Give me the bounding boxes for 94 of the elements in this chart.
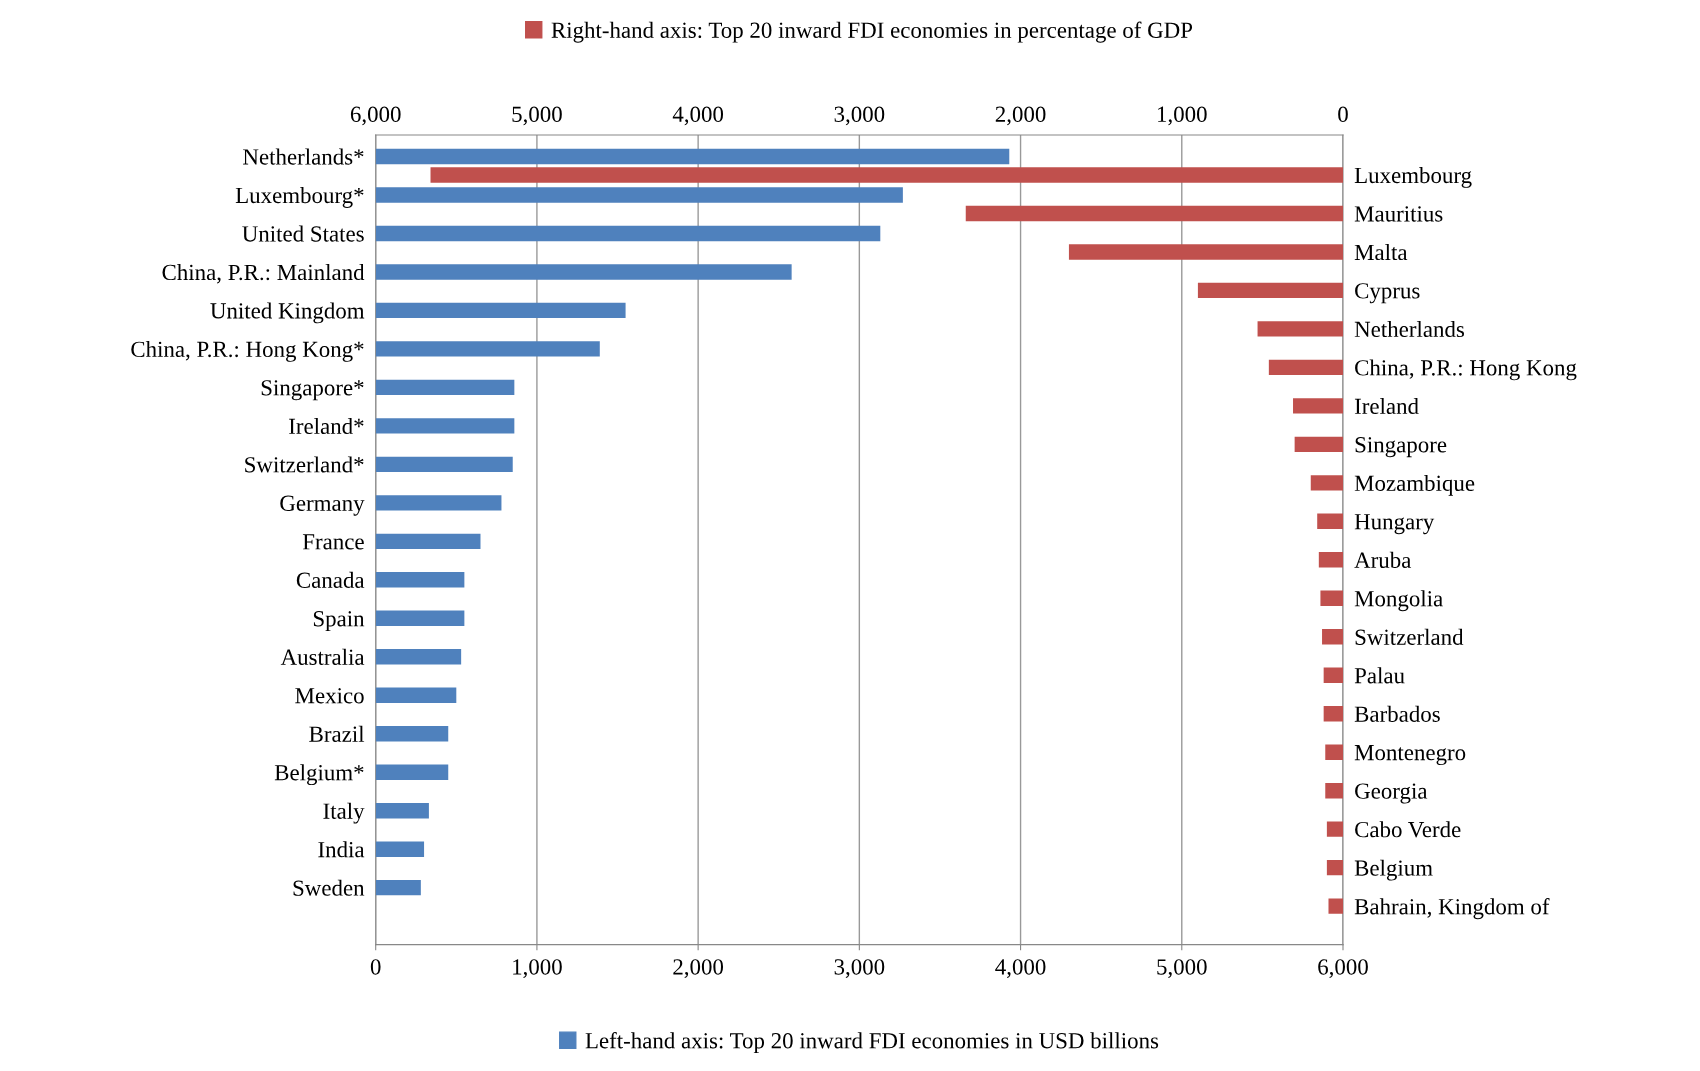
y-tick-label: Belgium*	[274, 764, 364, 786]
y-tick-label: Netherlands*	[243, 148, 364, 165]
bar	[1317, 513, 1343, 530]
bar	[375, 418, 515, 434]
y-tick-label: Mongolia	[1354, 590, 1443, 612]
bar	[1325, 744, 1343, 760]
bar	[1325, 782, 1343, 799]
bar	[375, 264, 792, 280]
x-tick-label: 0	[370, 959, 381, 975]
x-tick-label: 6,000	[1318, 959, 1368, 978]
bar	[375, 302, 626, 319]
y-tick-label: Singapore	[1355, 437, 1447, 458]
bar	[1323, 706, 1343, 722]
bar	[375, 379, 515, 396]
bar	[1320, 590, 1343, 606]
bar	[1257, 321, 1343, 337]
x-tick-label: 5,000	[1157, 959, 1207, 978]
y-tick-label: Brazil	[309, 725, 365, 742]
x-tick-label: 2,000	[995, 106, 1046, 126]
bar	[1318, 552, 1343, 568]
y-tick-label: Belgium	[1354, 859, 1433, 881]
legend-label: Left-hand axis: Top 20 inward FDI economies in USD billions	[585, 1032, 1159, 1054]
y-tick-label: Montenegro	[1354, 745, 1466, 766]
bar	[375, 803, 429, 819]
y-tick-label: Germany	[280, 495, 365, 516]
y-tick-label: Sweden	[293, 879, 365, 896]
x-tick-label: 2,000	[673, 959, 724, 978]
bar	[1268, 359, 1343, 376]
y-tick-label: Canada	[296, 571, 365, 588]
y-tick-label: China, P.R.: Hong Kong*	[131, 340, 364, 362]
y-tick-label: Cabo Verde	[1355, 821, 1461, 838]
bar	[375, 610, 465, 626]
bar	[1322, 629, 1343, 645]
bar	[375, 726, 449, 742]
bar	[375, 764, 449, 780]
y-tick-label: Hungary	[1354, 514, 1435, 535]
y-tick-label: Ireland	[1354, 397, 1419, 415]
bar	[1310, 475, 1343, 491]
x-tick-label: 0	[1338, 106, 1348, 122]
bar	[375, 649, 462, 665]
bar	[1326, 859, 1343, 876]
y-tick-label: Bahrain, Kingdom of	[1354, 898, 1550, 920]
bar	[375, 495, 502, 511]
y-tick-label: Mozambique	[1354, 474, 1475, 496]
bar	[1328, 898, 1343, 914]
bar	[375, 341, 600, 357]
bar	[375, 572, 465, 588]
x-tick-label: 3,000	[834, 106, 885, 126]
bar	[375, 879, 421, 896]
x-tick-label: 1,000	[513, 959, 562, 978]
y-tick-label: Singapore*	[261, 380, 364, 401]
y-tick-label: Netherlands	[1354, 320, 1464, 338]
bar	[1294, 436, 1343, 453]
y-tick-label: Mauritius	[1354, 206, 1443, 222]
y-tick-label: Ireland*	[289, 417, 364, 435]
y-tick-label: Italy	[323, 802, 365, 824]
y-tick-label: Aruba	[1354, 551, 1412, 568]
y-tick-label: United Kingdom	[210, 302, 365, 324]
y-tick-label: Malta	[1354, 243, 1408, 261]
x-tick-label: 3,000	[834, 959, 885, 978]
x-tick-label: 5,000	[512, 106, 562, 126]
y-tick-label: Switzerland*	[245, 456, 364, 473]
bar	[1323, 667, 1343, 683]
y-tick-label: India	[318, 841, 365, 858]
bar	[1068, 244, 1343, 260]
x-tick-label: 6,000	[350, 106, 401, 126]
y-tick-label: Georgia	[1355, 783, 1428, 804]
y-tick-label: Australia	[280, 648, 365, 665]
y-tick-label: Palau	[1354, 667, 1405, 684]
bar	[1293, 398, 1343, 414]
y-tick-label: Mexico	[295, 688, 364, 704]
y-tick-label: France	[302, 534, 364, 550]
y-tick-label: Cyprus	[1355, 283, 1420, 304]
y-tick-label: Spain	[313, 611, 365, 632]
x-tick-label: 4,000	[672, 106, 724, 126]
bar	[375, 687, 457, 703]
x-tick-label: 4,000	[995, 959, 1046, 978]
bar	[1197, 282, 1343, 299]
y-tick-label: China, P.R.: Mainland	[162, 263, 365, 284]
y-tick-label: Switzerland	[1355, 628, 1464, 645]
bar	[1326, 821, 1343, 837]
y-tick-label: Barbados	[1354, 705, 1440, 722]
y-tick-label: United States	[242, 225, 364, 242]
bar	[375, 533, 481, 550]
bar	[375, 187, 903, 203]
legend-label: Right-hand axis: Top 20 inward FDI economies in percentage of GDP	[551, 21, 1193, 43]
x-tick-label: 1,000	[1158, 106, 1207, 126]
bar	[375, 456, 513, 473]
y-tick-label: Luxembourg	[1354, 167, 1472, 188]
y-tick-label: Luxembourg*	[235, 187, 364, 208]
bar	[965, 205, 1343, 222]
bar	[375, 225, 881, 242]
y-tick-label: China, P.R.: Hong Kong	[1355, 359, 1577, 381]
bar	[375, 841, 425, 857]
